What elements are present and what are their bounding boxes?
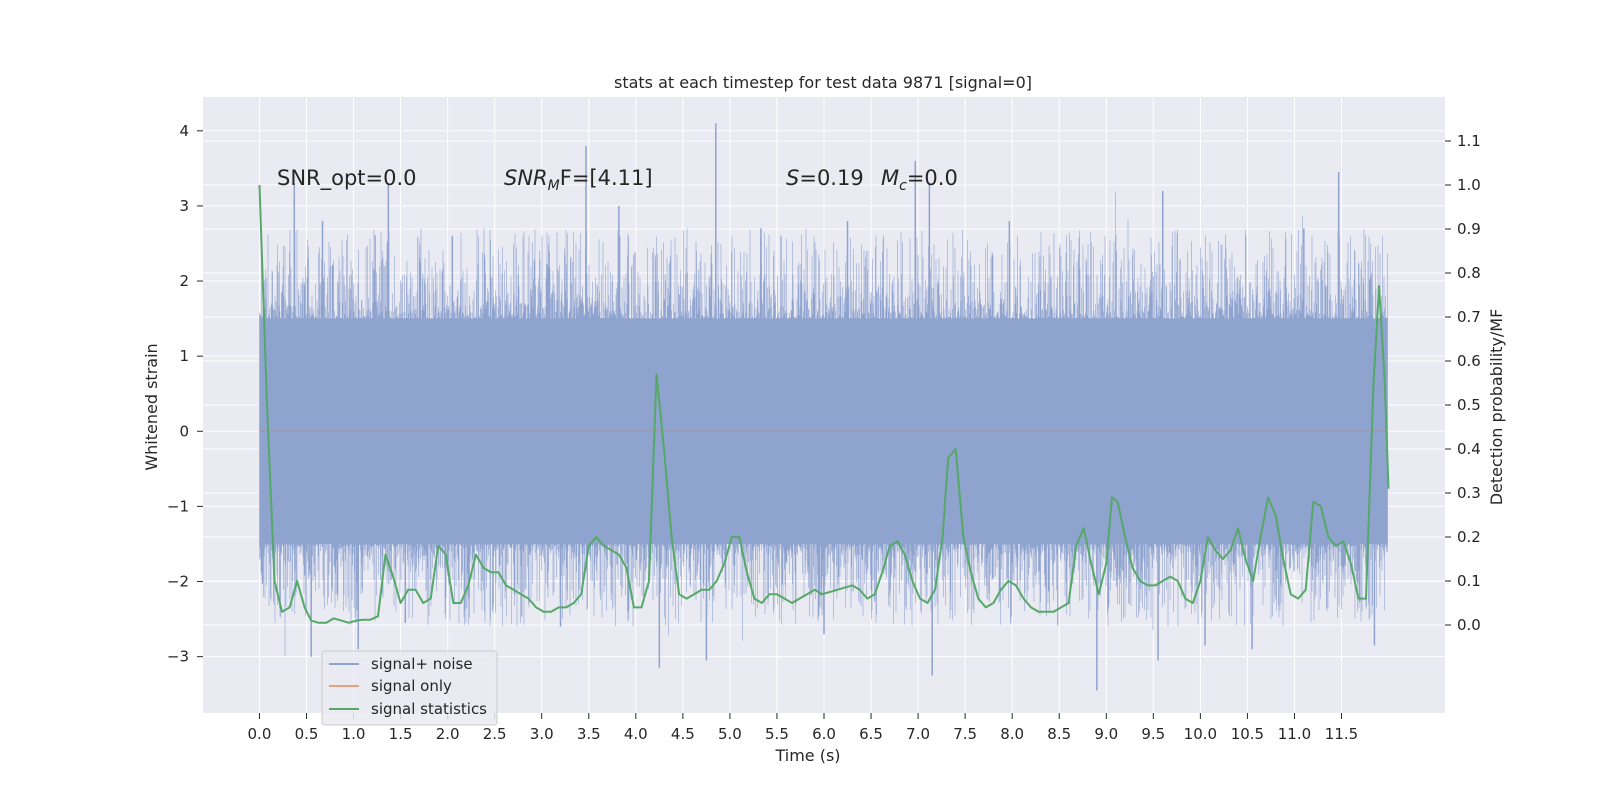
y-tick-label-left: 3 [179, 197, 189, 215]
x-tick-label: 3.0 [530, 725, 554, 743]
y-tick-label-right: 0.0 [1457, 616, 1481, 634]
annotation-s-main: S [786, 166, 799, 190]
x-tick-label: 4.0 [624, 725, 648, 743]
x-tick-label: 11.0 [1278, 725, 1311, 743]
y-tick-label-right: 0.2 [1457, 528, 1481, 546]
x-tick-label: 4.5 [671, 725, 695, 743]
y-axis-label-left: Whitened strain [142, 343, 161, 470]
y-tick-label-left: −3 [167, 648, 189, 666]
y-tick-label-left: 0 [179, 422, 189, 440]
noise-strokes [259, 191, 1388, 656]
y-tick-label-right: 0.4 [1457, 440, 1481, 458]
x-tick-label: 0.5 [295, 725, 319, 743]
annotation-mc-sub: c [899, 178, 907, 194]
x-tick-label: 5.5 [765, 725, 789, 743]
x-tick-label: 6.5 [859, 725, 883, 743]
y-tick-label-right: 1.1 [1457, 132, 1481, 150]
x-tick-label: 9.5 [1141, 725, 1165, 743]
x-tick-label: 6.0 [812, 725, 836, 743]
x-tick-label: 0.0 [248, 725, 272, 743]
annotation-snr-opt: SNR_opt=0.0 [277, 166, 417, 191]
y-tick-label-right: 1.0 [1457, 176, 1481, 194]
x-tick-label: 5.0 [718, 725, 742, 743]
legend-label-signal-noise: signal+ noise [371, 655, 473, 673]
legend-label-signal-statistics: signal statistics [371, 700, 487, 718]
ticks: 0.0 0.5 1.0 1.5 2.0 2.5 3.0 3.5 4.0 4.5 5.0 5.5 6.0 6… [167, 122, 1481, 743]
y-tick-label-left: 4 [179, 122, 189, 140]
x-tick-label: 10.0 [1184, 725, 1217, 743]
annotation-s: S=0.19 [786, 166, 864, 190]
annotation-snr-mf-rest: F=[4.11] [560, 166, 653, 190]
x-tick-label: 1.5 [389, 725, 413, 743]
y-tick-label-right: 0.9 [1457, 220, 1481, 238]
line-series [258, 184, 1390, 624]
annotation-s-rest: =0.19 [799, 166, 863, 190]
annotation-mc-main: M [881, 166, 899, 190]
y-tick-label-left: 2 [179, 272, 189, 290]
annotation-snr-mf: SNRMF=[4.11] [504, 166, 653, 194]
y-tick-label-right: 0.5 [1457, 396, 1481, 414]
y-tick-label-left: −1 [167, 497, 189, 515]
y-tick-label-right: 0.3 [1457, 484, 1481, 502]
x-tick-label: 1.0 [342, 725, 366, 743]
annotation-mc-rest: =0.0 [907, 166, 958, 190]
annotation-snr-mf-main: SNR [504, 166, 548, 190]
y-tick-label-right: 0.6 [1457, 352, 1481, 370]
x-tick-label: 8.0 [1000, 725, 1024, 743]
legend-label-signal-only: signal only [371, 677, 452, 695]
x-tick-label: 7.0 [906, 725, 930, 743]
y-tick-label-right: 0.7 [1457, 308, 1481, 326]
x-tick-label: 10.5 [1231, 725, 1264, 743]
legend-box [321, 650, 498, 726]
x-tick-label: 8.5 [1047, 725, 1071, 743]
legend: signal+ noise signal only signal statist… [321, 650, 498, 726]
x-tick-label: 7.5 [953, 725, 977, 743]
x-tick-label: 9.0 [1094, 725, 1118, 743]
y-axis-label-right: Detection probability/MF [1487, 309, 1506, 506]
annotation-mc: Mc=0.0 [881, 166, 958, 194]
x-tick-label: 2.5 [483, 725, 507, 743]
y-tick-label-left: −2 [167, 573, 189, 591]
x-tick-label: 2.0 [436, 725, 460, 743]
annotation-snr-mf-sub: M [548, 178, 560, 194]
x-tick-label: 3.5 [577, 725, 601, 743]
x-tick-label: 11.5 [1325, 725, 1358, 743]
y-tick-label-right: 0.8 [1457, 264, 1481, 282]
y-tick-label-left: 1 [179, 347, 189, 365]
y-tick-label-right: 0.1 [1457, 572, 1481, 590]
annotations: SNR_opt=0.0 SNRMF=[4.11] S=0.19 Mc=0.0 [277, 166, 958, 194]
signal-statistics-line [258, 184, 1390, 624]
chart-title: stats at each timestep for test data 987… [614, 73, 1032, 92]
x-axis-label: Time (s) [774, 746, 840, 765]
